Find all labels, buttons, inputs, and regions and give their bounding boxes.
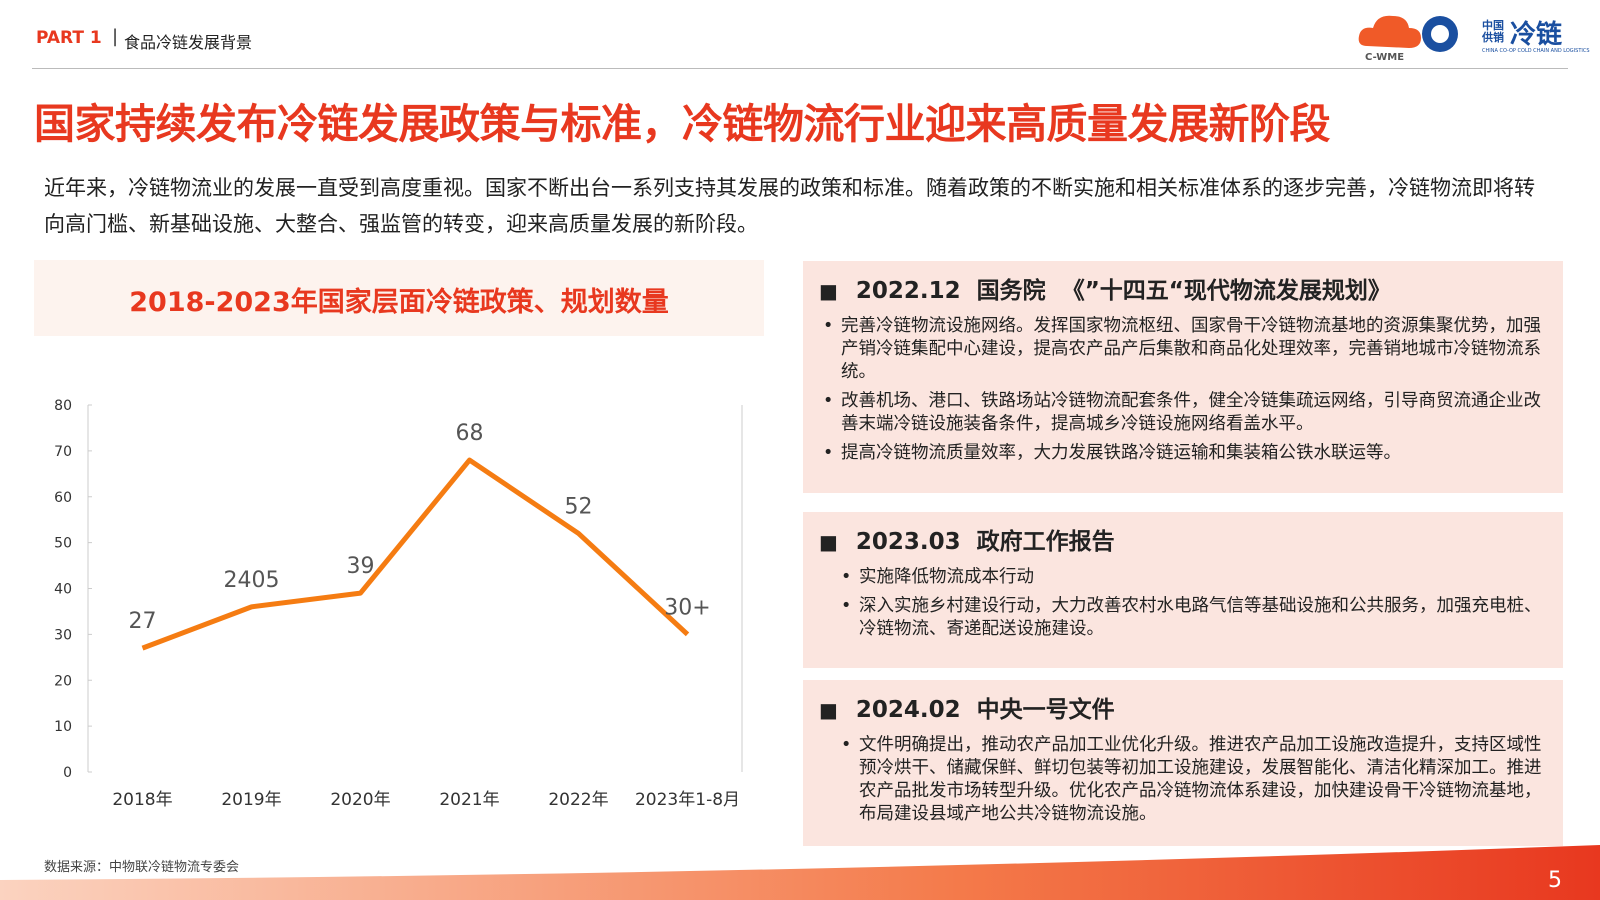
source: 数据来源：中物联冷链物流专委会 xyxy=(44,860,240,875)
cloud-logo xyxy=(1358,15,1421,48)
slide-title: 国家持续发布冷链发展政策与标准，冷链物流行业迎来高质量发展新阶段 xyxy=(34,100,1331,148)
logos xyxy=(1358,15,1458,52)
section-label: 食品冷链发展背景 xyxy=(124,33,253,52)
y-tick-label: 60 xyxy=(54,490,72,506)
panel-heading: 2023.03 政府工作报告 xyxy=(819,522,1543,556)
intro-text: 近年来，冷链物流业的发展一直受到高度重视。国家不断出台一系列支持其发展的政策和标… xyxy=(44,176,1535,236)
page-number: 5 xyxy=(1548,868,1562,893)
logo-left-text: C-WME xyxy=(1365,52,1405,63)
panel-item: 完善冷链物流设施网络。发挥国家物流枢纽、国家骨干冷链物流基地的资源集聚优势，加强… xyxy=(819,315,1543,384)
panel-heading: 2022.12 国务院 《”十四五“现代物流发展规划》 xyxy=(819,271,1543,305)
y-tick-label: 70 xyxy=(54,444,72,460)
panel-item: 提高冷链物流质量效率，大力发展铁路冷链运输和集装箱公铁水联运等。 xyxy=(819,442,1543,465)
x-tick-label: 2021年 xyxy=(439,790,499,810)
part-label: PART 1 xyxy=(36,28,102,48)
panel-item: 实施降低物流成本行动 xyxy=(837,566,1543,589)
panel-item: 文件明确提出，推动农产品加工业优化升级。推进农产品加工设施改造提升，支持区域性预… xyxy=(837,734,1543,826)
value-label: 30+ xyxy=(664,595,710,620)
value-label: 68 xyxy=(456,421,484,446)
policy-panel: 2024.02 中央一号文件文件明确提出，推动农产品加工业优化升级。推进农产品加… xyxy=(803,680,1563,846)
footer-swoosh xyxy=(0,845,1600,900)
chart-title: 2018-2023年国家层面冷链政策、规划数量 xyxy=(129,287,669,318)
chart: 0 10 20 30 40 50 60 70 80 2018年 2019年 2020年 2021年 202… xyxy=(54,398,743,810)
x-tick-label: 2023年1-8月 xyxy=(635,790,740,810)
policy-panel: 2022.12 国务院 《”十四五“现代物流发展规划》完善冷链物流设施网络。发挥… xyxy=(803,261,1563,493)
swoosh-shape xyxy=(0,845,1600,900)
chart-title-box xyxy=(34,260,764,336)
y-tick-label: 50 xyxy=(54,536,72,552)
y-tick-label: 20 xyxy=(54,673,72,689)
value-label: 2405 xyxy=(224,568,280,593)
panel-item: 深入实施乡村建设行动，大力改善农村水电路气信等基础设施和公共服务，加强充电桩、冷… xyxy=(837,595,1543,641)
value-label: 39 xyxy=(347,554,375,579)
coop-logo-inner xyxy=(1431,25,1449,43)
y-tick-label: 80 xyxy=(54,398,72,414)
y-tick-label: 0 xyxy=(63,765,72,781)
value-label: 52 xyxy=(565,494,593,519)
x-tick-label: 2020年 xyxy=(330,790,390,810)
y-tick-label: 30 xyxy=(54,627,72,643)
logo-right-cn: 中国供销 xyxy=(1482,19,1504,44)
policy-panel: 2023.03 政府工作报告实施降低物流成本行动深入实施乡村建设行动，大力改善农… xyxy=(803,512,1563,668)
separator: | xyxy=(112,26,119,47)
logo-right-main: 冷链 xyxy=(1510,20,1563,50)
data-line xyxy=(141,457,690,651)
header-rule xyxy=(32,68,1568,69)
y-tick-label: 10 xyxy=(54,719,72,735)
x-tick-label: 2018年 xyxy=(112,790,172,810)
value-label: 27 xyxy=(129,609,157,634)
panel-heading: 2024.02 中央一号文件 xyxy=(819,690,1543,724)
x-tick-label: 2022年 xyxy=(548,790,608,810)
y-tick-label: 40 xyxy=(54,582,72,598)
x-tick-label: 2019年 xyxy=(221,790,281,810)
panel-item: 改善机场、港口、铁路场站冷链物流配套条件，健全冷链集疏运网络，引导商贸流通企业改… xyxy=(819,390,1543,436)
logo-right-en: CHINA CO-OP COLD CHAIN AND LOGISTICS xyxy=(1482,48,1590,54)
